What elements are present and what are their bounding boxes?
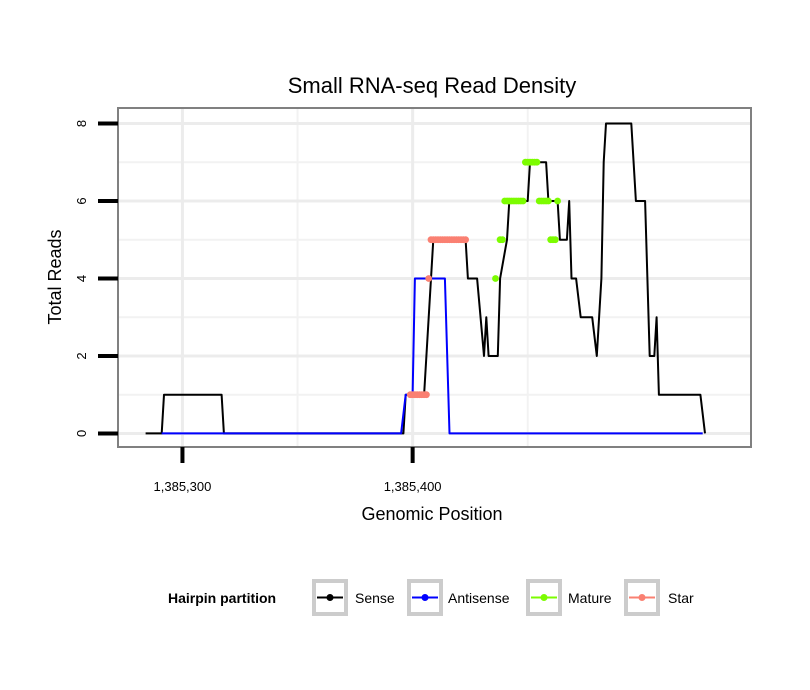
legend-label-mature: Mature	[568, 590, 612, 606]
x-tick-label: 1,385,400	[384, 479, 442, 494]
legend-item-mature: Mature	[526, 579, 612, 616]
legend-item-star: Star	[624, 579, 694, 616]
series-point-star	[423, 391, 430, 399]
series-point-mature	[533, 158, 541, 166]
legend-key-point-sense	[326, 594, 334, 601]
series-line-sense	[145, 122, 706, 435]
chart-title: Small RNA-seq Read Density	[288, 73, 577, 98]
legend-key-point-star	[638, 594, 646, 601]
legend-key-point-mature	[540, 594, 548, 601]
series-point-mature	[499, 236, 506, 244]
series-point-mature	[551, 236, 559, 244]
axes: 1,385,300 1,385,400 0 2 4 6 8	[74, 120, 442, 494]
x-axis-label: Genomic Position	[361, 504, 502, 524]
y-tick-label: 0	[74, 430, 89, 437]
series-point-mature	[554, 197, 561, 205]
series-point-star	[425, 275, 433, 282]
y-axis-label: Total Reads	[45, 229, 65, 324]
y-tick-label: 6	[74, 197, 89, 204]
legend-item-antisense: Antisense	[407, 579, 510, 616]
series-point-mature	[519, 197, 527, 205]
legend-label-antisense: Antisense	[448, 590, 510, 606]
series-point-mature	[492, 275, 499, 282]
legend-label-star: Star	[668, 590, 694, 606]
x-tick-label: 1,385,300	[154, 479, 212, 494]
legend-item-sense: Sense	[312, 579, 395, 616]
series-point-star	[462, 236, 469, 244]
legend-title: Hairpin partition	[168, 590, 276, 606]
y-tick-label: 4	[74, 275, 89, 282]
legend: Hairpin partition Sense Antisense Mature St…	[168, 579, 694, 616]
legend-key-point-antisense	[421, 594, 429, 601]
series-line-antisense	[161, 277, 703, 435]
legend-label-sense: Sense	[355, 590, 395, 606]
y-tick-label: 8	[74, 120, 89, 127]
plot-series	[145, 122, 706, 435]
series-point-mature	[545, 197, 552, 205]
y-tick-label: 2	[74, 352, 89, 359]
